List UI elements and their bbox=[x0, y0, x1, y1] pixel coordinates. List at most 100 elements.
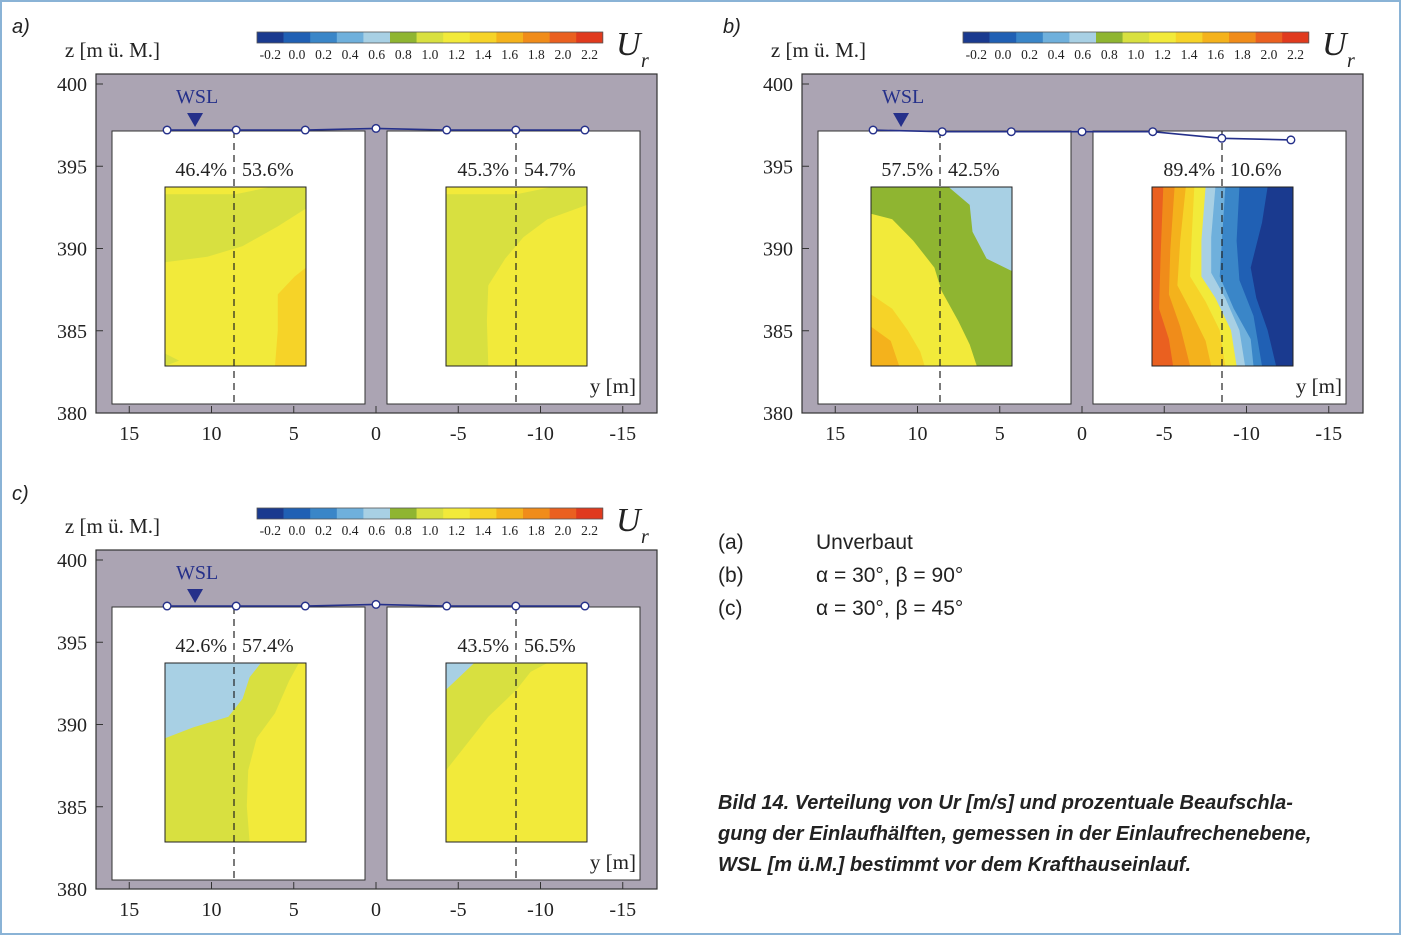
colorbar-border bbox=[962, 31, 1310, 44]
colorbar-swatch bbox=[1149, 32, 1177, 43]
contour-map-1 bbox=[164, 662, 307, 843]
colorbar-swatch bbox=[336, 32, 364, 43]
legend-key: (a) bbox=[718, 531, 744, 554]
colorbar-swatch bbox=[523, 508, 550, 519]
legend-row-b: (b) α = 30°, β = 90° bbox=[718, 559, 1138, 592]
colorbar-swatch bbox=[496, 32, 524, 43]
colorbar-tick-label: 1.0 bbox=[421, 47, 438, 62]
contour-region bbox=[871, 326, 900, 366]
x-tick-label: -15 bbox=[609, 899, 636, 921]
water-surface-point bbox=[511, 125, 521, 135]
colorbar-swatch bbox=[310, 508, 338, 519]
colorbar-swatch bbox=[257, 32, 284, 43]
x-tick-label: -10 bbox=[527, 423, 554, 445]
colorbar-border bbox=[256, 507, 604, 520]
split-label-right: 57.4% bbox=[242, 635, 294, 657]
colorbar-swatch bbox=[310, 32, 338, 43]
x-tick-label: 5 bbox=[289, 423, 299, 445]
colorbar-swatch bbox=[496, 508, 524, 519]
wsl-label: WSL bbox=[882, 86, 924, 108]
colorbar-tick-label: 1.8 bbox=[1234, 47, 1251, 62]
wsl-marker-icon bbox=[187, 589, 204, 604]
contour-region bbox=[446, 187, 587, 366]
water-surface-point bbox=[937, 127, 947, 137]
colorbar-swatch bbox=[576, 508, 604, 519]
colorbar-swatch bbox=[1042, 32, 1070, 43]
water-surface-point bbox=[442, 601, 452, 611]
legend-text: α = 30°, β = 45° bbox=[816, 597, 964, 620]
colorbar-tick-label: 0.2 bbox=[1021, 47, 1038, 62]
x-tick-label: -5 bbox=[450, 899, 467, 921]
colorbar-tick-label: 1.6 bbox=[1207, 47, 1224, 62]
water-surface-point bbox=[300, 601, 310, 611]
x-tick-label: 0 bbox=[371, 899, 381, 921]
colorbar-swatch bbox=[989, 32, 1017, 43]
colorbar-swatch bbox=[549, 508, 577, 519]
water-surface-point bbox=[868, 125, 878, 135]
colorbar-subscript: r bbox=[1347, 50, 1355, 72]
x-axis-label: y [m] bbox=[590, 374, 636, 398]
colorbar-tick-label: 1.6 bbox=[501, 523, 518, 538]
colorbar-tick-label: -0.2 bbox=[260, 523, 281, 538]
colorbar-tick-label: 1.0 bbox=[1127, 47, 1144, 62]
y-tick-label: 380 bbox=[763, 403, 793, 425]
split-label-right: 53.6% bbox=[242, 159, 294, 181]
x-tick-label: -5 bbox=[450, 423, 467, 445]
colorbar-swatch bbox=[283, 32, 311, 43]
y-tick-label: 380 bbox=[57, 879, 87, 901]
y-tick-label: 385 bbox=[57, 797, 87, 819]
caption-line: gung der Einlaufhälften, gemessen in der… bbox=[718, 823, 1312, 845]
colorbar-tick-label: 0.8 bbox=[395, 523, 412, 538]
legend-key: (b) bbox=[718, 564, 744, 587]
colorbar-tick-label: 1.8 bbox=[528, 523, 545, 538]
colorbar-swatch bbox=[390, 32, 417, 43]
water-surface-point bbox=[231, 601, 241, 611]
colorbar-swatch bbox=[576, 32, 604, 43]
x-tick-label: -10 bbox=[527, 899, 554, 921]
colorbar-tick-label: 0.0 bbox=[288, 523, 305, 538]
colorbar-swatch bbox=[549, 32, 577, 43]
colorbar-swatch bbox=[1229, 32, 1256, 43]
y-tick-label: 385 bbox=[57, 321, 87, 343]
x-tick-label: -5 bbox=[1156, 423, 1173, 445]
colorbar-symbol: U bbox=[616, 502, 643, 539]
colorbar-subscript: r bbox=[641, 50, 649, 72]
colorbar-tick-label: 2.2 bbox=[581, 47, 598, 62]
colorbar: -0.2 0.0 0.2 0.4 0.6 0.8 1.0 1.2 1.4 1.6 1.8 2.0 2.2 bbox=[962, 31, 1310, 62]
y-tick-label: 400 bbox=[57, 74, 87, 96]
colorbar-symbol: U bbox=[1322, 26, 1349, 63]
legend-text: α = 30°, β = 90° bbox=[816, 564, 964, 587]
contour-map-1 bbox=[164, 186, 307, 367]
split-label-left: 45.3% bbox=[457, 159, 509, 181]
y-axis-label: z [m ü. M.] bbox=[771, 38, 866, 62]
water-surface-point bbox=[300, 125, 310, 135]
contour-region bbox=[275, 267, 306, 366]
colorbar-tick-label: 0.0 bbox=[994, 47, 1011, 62]
y-tick-label: 395 bbox=[57, 632, 87, 654]
colorbar-swatch bbox=[1255, 32, 1283, 43]
water-surface-point bbox=[162, 125, 172, 135]
colorbar-tick-label: 1.2 bbox=[448, 47, 465, 62]
colorbar-swatch bbox=[1122, 32, 1150, 43]
water-surface-point bbox=[442, 125, 452, 135]
water-surface-point bbox=[1217, 133, 1227, 143]
colorbar-swatch bbox=[257, 508, 284, 519]
water-surface-point bbox=[580, 125, 590, 135]
colorbar-tick-label: 1.2 bbox=[1154, 47, 1171, 62]
panel-label-b: b) bbox=[723, 16, 741, 38]
colorbar-swatch bbox=[336, 508, 364, 519]
contour-border bbox=[164, 186, 307, 367]
x-tick-label: 15 bbox=[119, 423, 139, 445]
wsl-marker-icon bbox=[187, 113, 204, 128]
colorbar-swatch bbox=[363, 32, 391, 43]
water-surface-point bbox=[1006, 127, 1016, 137]
contour-map-1 bbox=[870, 186, 1013, 367]
wsl-label: WSL bbox=[176, 86, 218, 108]
colorbar-tick-label: 0.0 bbox=[288, 47, 305, 62]
water-surface-point bbox=[371, 599, 381, 609]
water-surface-point bbox=[231, 125, 241, 135]
colorbar-swatch bbox=[1016, 32, 1044, 43]
panel-label-c: c) bbox=[12, 483, 29, 505]
x-tick-label: 0 bbox=[1077, 423, 1087, 445]
water-surface-point bbox=[1286, 135, 1296, 145]
